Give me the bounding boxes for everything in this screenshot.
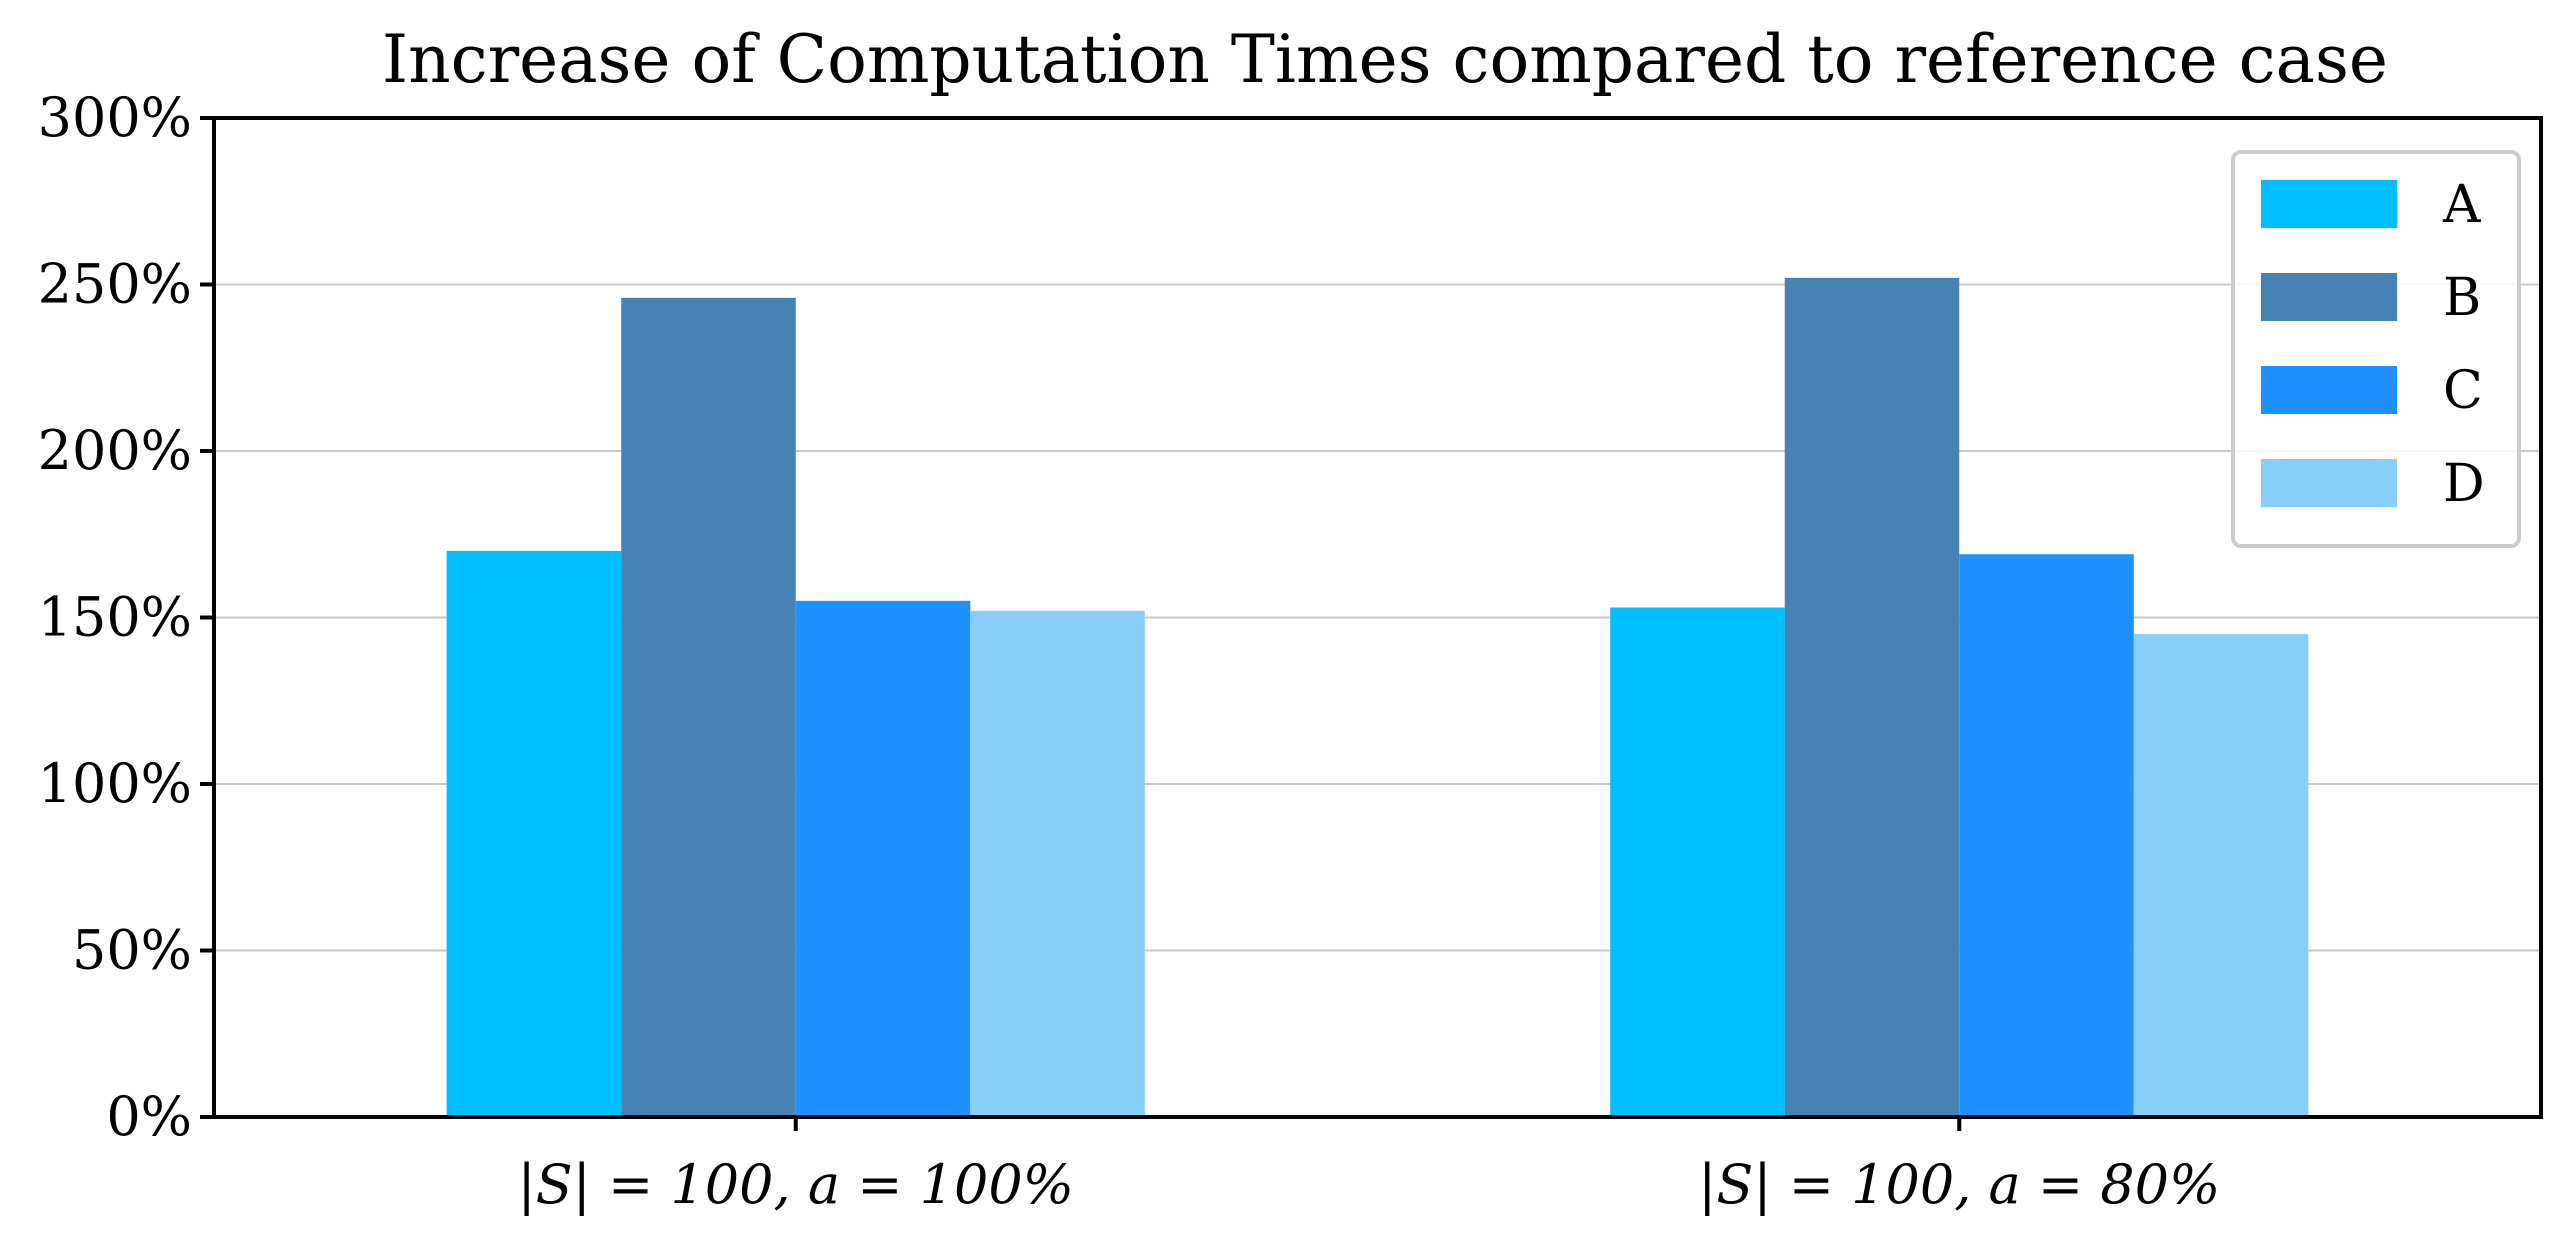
y-tick-label: 250% — [38, 253, 192, 316]
legend-label: B — [2443, 268, 2481, 328]
bars — [446, 277, 2309, 1118]
legend-label: C — [2443, 361, 2483, 421]
bar-b — [1784, 277, 1960, 1118]
legend-swatch — [2261, 459, 2397, 507]
legend-frame — [2231, 150, 2521, 548]
y-tick-label: 100% — [38, 752, 192, 815]
x-tick-label: |S| = 100, a = 80% — [1698, 1153, 2220, 1216]
x-axis: |S| = 100, a = 100% |S| = 100, a = 80% — [517, 1117, 2220, 1216]
y-tick-label: 50% — [72, 919, 192, 982]
bar-c — [795, 600, 971, 1117]
y-tick-label: 300% — [38, 86, 192, 149]
bar-b — [621, 297, 796, 1117]
bar-a — [446, 550, 622, 1117]
legend-label: A — [2442, 175, 2482, 235]
legend-label: D — [2443, 454, 2485, 514]
y-tick-label: 0% — [106, 1085, 192, 1148]
y-tick-label: 200% — [38, 419, 192, 482]
legend-swatch — [2261, 366, 2397, 414]
legend-swatch — [2261, 180, 2397, 228]
chart-title: Increase of Computation Times compared t… — [382, 21, 2388, 98]
bar-c — [1959, 554, 2134, 1117]
y-tick-label: 150% — [38, 586, 192, 649]
x-tick-label: |S| = 100, a = 100% — [517, 1153, 1074, 1216]
legend-swatch — [2261, 273, 2397, 321]
y-axis: 0% 50% 100% 150% 200% 250% 300% — [38, 86, 214, 1148]
bar-d — [2133, 634, 2309, 1117]
bar-d — [970, 610, 1145, 1117]
bar-a — [1610, 607, 1785, 1117]
